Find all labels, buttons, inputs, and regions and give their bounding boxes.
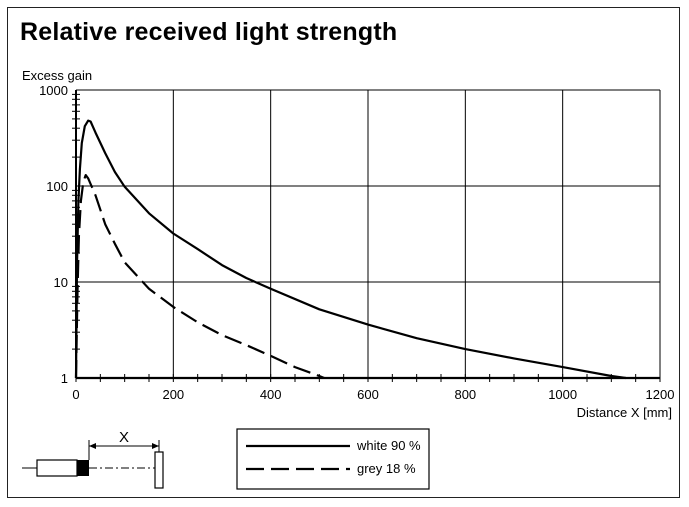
x-tick-label: 600 — [357, 387, 379, 402]
x-tick-label: 800 — [454, 387, 476, 402]
sensor-lens — [77, 460, 89, 476]
x-tick-label: 1000 — [548, 387, 577, 402]
x-tick-label: 1200 — [646, 387, 675, 402]
distance-label: X — [119, 429, 129, 446]
x-axis-label: Distance X [mm] — [577, 405, 672, 420]
legend-box — [236, 428, 430, 490]
y-tick-label: 1 — [61, 371, 68, 386]
sensor-distance-diagram: X — [22, 429, 164, 489]
legend: white 90 % grey 18 % — [236, 428, 430, 490]
chart-title: Relative received light strength — [20, 18, 398, 46]
y-tick-label: 10 — [54, 275, 68, 290]
legend-label-grey: grey 18 % — [357, 461, 416, 476]
dimension-arrow-left — [89, 443, 96, 449]
series-line-white — [74, 119, 627, 380]
dimension-arrow-right — [152, 443, 159, 449]
sensor-body — [36, 459, 78, 477]
target-object — [154, 451, 164, 489]
axes: 0 200 400 600 800 1000 1200 1 10 100 1000 — [39, 83, 674, 402]
x-tick-label: 0 — [72, 387, 79, 402]
x-tick-label: 200 — [162, 387, 184, 402]
x-tick-label: 400 — [260, 387, 282, 402]
series-group — [74, 119, 627, 380]
y-tick-label: 1000 — [39, 83, 68, 98]
series-line-grey — [74, 174, 325, 380]
legend-label-white: white 90 % — [356, 438, 421, 453]
y-axis-label: Excess gain — [22, 68, 92, 83]
y-tick-label: 100 — [46, 179, 68, 194]
grid — [76, 89, 661, 379]
chart-frame — [7, 7, 680, 498]
